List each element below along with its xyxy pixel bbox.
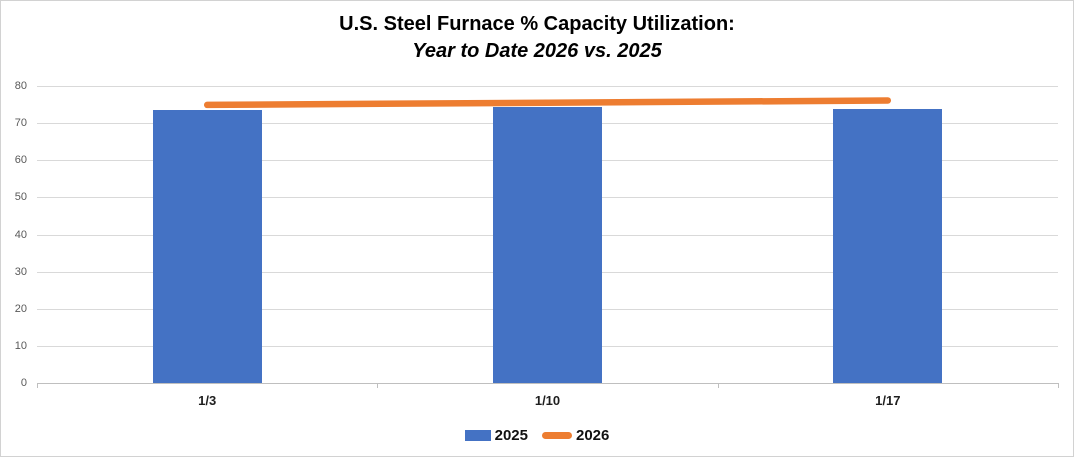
y-axis-tick-label: 0 [20,377,27,389]
legend-item-2026: 2026 [542,427,609,444]
x-axis-tick [1058,383,1059,388]
x-axis-tick [37,383,38,388]
y-axis-tick-label: 10 [14,339,27,352]
legend-bar-swatch-icon [464,430,491,441]
y-axis-tick-label: 70 [14,117,27,130]
legend: 2025 2026 [1,427,1073,444]
bar-1/17 [833,109,943,383]
x-axis-category-label: 1/10 [534,393,561,408]
x-axis-tick [717,383,719,388]
legend-line-swatch-icon [542,432,572,439]
y-axis-tick-label: 80 [14,80,27,92]
x-axis-category-label: 1/3 [198,393,217,408]
gridline [37,86,1058,87]
legend-label-2026: 2026 [576,427,610,444]
y-axis-tick-label: 60 [14,154,27,167]
bar-1/3 [152,109,262,383]
y-axis-tick-label: 30 [14,265,27,278]
y-axis-tick-label: 40 [14,228,27,241]
x-axis-line [37,383,1058,384]
y-axis-tick-label: 20 [14,302,27,315]
chart-title: U.S. Steel Furnace % Capacity Utilizatio… [1,11,1073,65]
chart-subtitle: Year to Date 2026 vs. 2025 [412,40,662,62]
x-axis-tick [377,383,379,388]
bar-1/10 [493,107,602,383]
chart-title-line1: U.S. Steel Furnace % Capacity Utilizatio… [339,13,735,35]
legend-label-2025: 2025 [494,427,528,444]
y-axis-tick-label: 50 [14,191,27,204]
legend-item-2025: 2025 [464,427,528,444]
x-axis-category-label: 1/17 [875,393,901,408]
